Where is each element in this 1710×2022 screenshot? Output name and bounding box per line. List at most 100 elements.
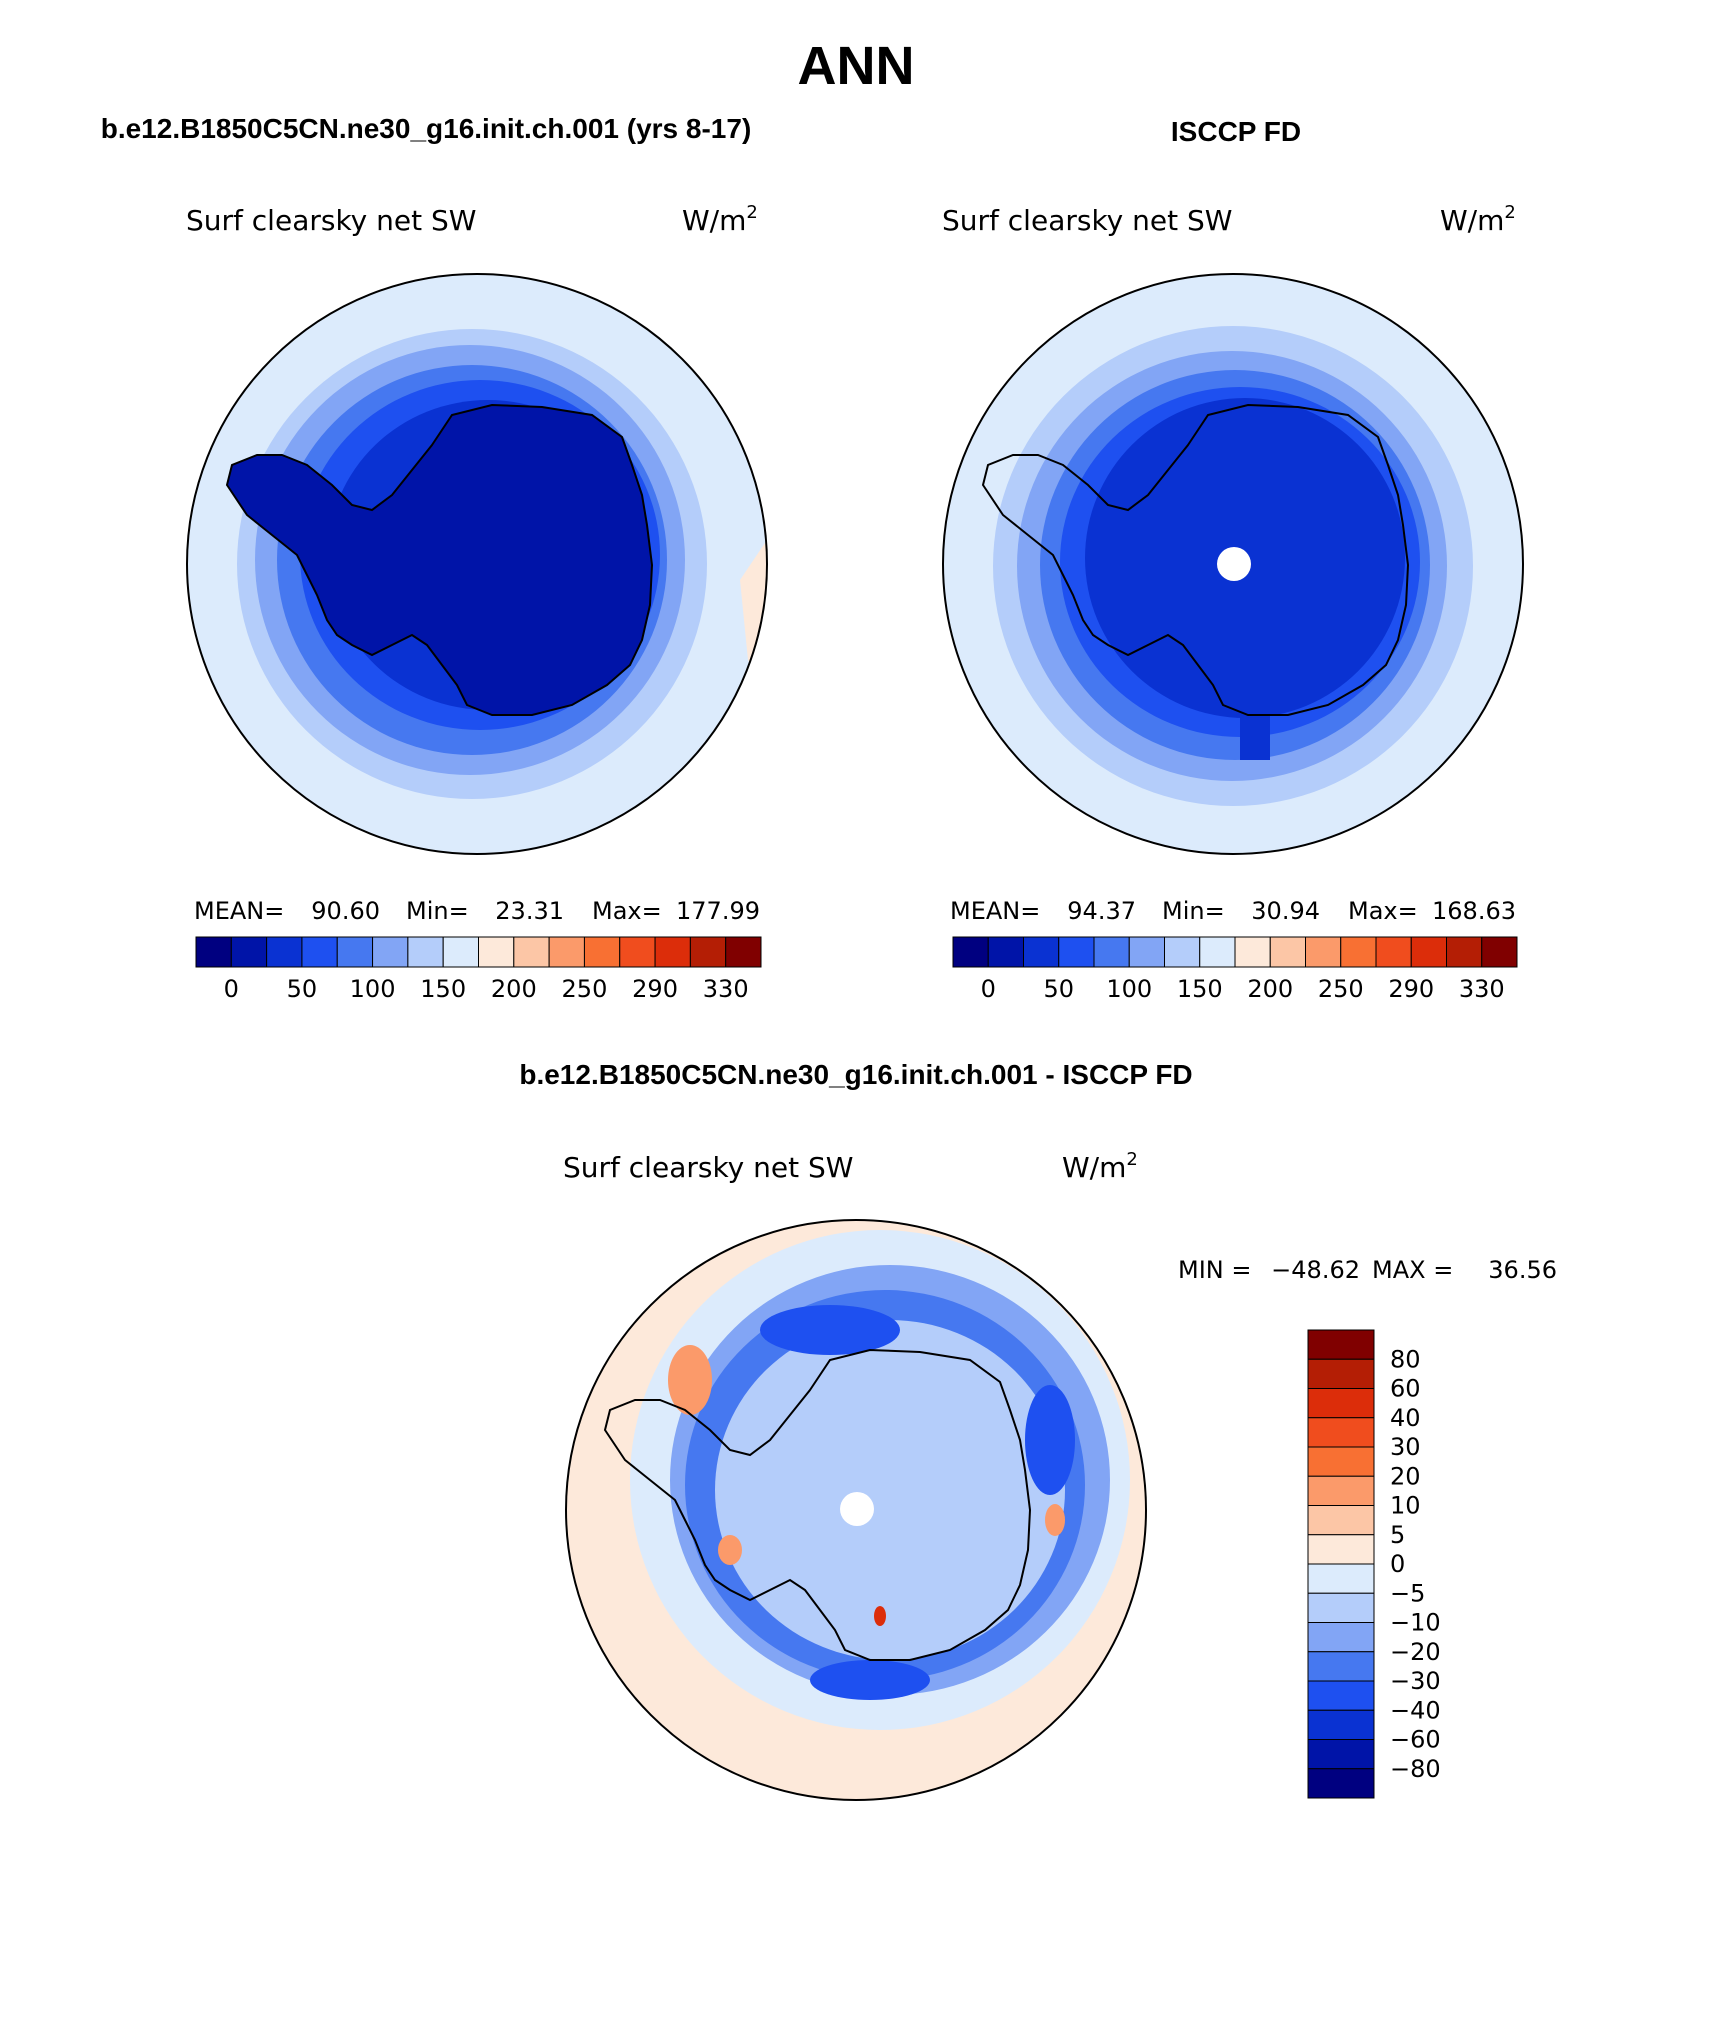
colorbar-swatch bbox=[1093, 936, 1130, 968]
colorbar-swatch bbox=[336, 936, 374, 968]
panel-model-case-title: b.e12.B1850C5CN.ne30_g16.init.ch.001 (yr… bbox=[101, 113, 752, 144]
map-patch-warm-1 bbox=[668, 1345, 712, 1415]
map-pole-hole bbox=[1217, 547, 1251, 581]
colorbar-swatch bbox=[1307, 1592, 1375, 1623]
colorbar-model: 0 50 100 150 200 250 290 330 bbox=[195, 936, 762, 1003]
colorbar-swatch bbox=[1023, 936, 1060, 968]
panel-obs-variable: Surf clearsky net SW bbox=[942, 204, 1232, 237]
colorbar-tick-label: 10 bbox=[1390, 1492, 1421, 1520]
colorbar-swatch bbox=[1307, 1651, 1375, 1682]
panel-model-map bbox=[187, 274, 767, 854]
colorbar-swatch bbox=[1307, 1358, 1375, 1389]
colorbar-tick-label: 100 bbox=[350, 975, 396, 1003]
stat-max-value: 168.63 bbox=[1432, 897, 1516, 925]
colorbar-swatch bbox=[442, 936, 479, 968]
colorbar-swatch bbox=[478, 936, 515, 968]
colorbar-swatch bbox=[1307, 1563, 1375, 1594]
stat-mean-value: 90.60 bbox=[311, 897, 380, 925]
colorbar-swatch bbox=[1375, 936, 1412, 968]
colorbar-swatch bbox=[1058, 936, 1095, 968]
colorbar-tick-label: −60 bbox=[1390, 1726, 1441, 1754]
colorbar-swatch bbox=[1307, 1534, 1375, 1565]
map-patch-red-1 bbox=[874, 1606, 886, 1626]
colorbar-swatch bbox=[1481, 936, 1518, 968]
panel-model-variable: Surf clearsky net SW bbox=[186, 204, 476, 237]
colorbar-tick-label: 50 bbox=[1043, 975, 1074, 1003]
colorbar-swatch bbox=[266, 936, 303, 968]
colorbar-tick-label: 80 bbox=[1390, 1345, 1421, 1373]
colorbar-tick-label: 20 bbox=[1390, 1462, 1421, 1490]
panel-obs-case-title: ISCCP FD bbox=[1171, 116, 1301, 147]
colorbar-tick-label: 290 bbox=[632, 975, 678, 1003]
panel-diff: b.e12.B1850C5CN.ne30_g16.init.ch.001 - I… bbox=[519, 1059, 1557, 1801]
panel-obs-units: W/m2 bbox=[1440, 202, 1516, 237]
colorbar-swatch bbox=[372, 936, 409, 968]
panel-obs-map-border bbox=[942, 273, 1524, 855]
stat-max-value: 177.99 bbox=[676, 897, 760, 925]
stat-max-label: Max= bbox=[1348, 897, 1418, 925]
colorbar-swatch bbox=[689, 936, 727, 968]
colorbar-swatch bbox=[301, 936, 338, 968]
stat-min-value: 30.94 bbox=[1251, 897, 1320, 925]
panel-obs-map bbox=[943, 274, 1523, 854]
colorbar-swatch bbox=[1199, 936, 1236, 968]
colorbar-tick-label: 0 bbox=[224, 975, 239, 1003]
colorbar-swatch bbox=[195, 936, 232, 968]
stat-min-value: 23.31 bbox=[495, 897, 564, 925]
map-patch-deep-2 bbox=[1025, 1385, 1075, 1495]
colorbar-swatch bbox=[1307, 1388, 1375, 1419]
colorbar-swatch bbox=[513, 936, 550, 968]
stat-mean-label: MEAN= bbox=[194, 897, 284, 925]
stat-max-value: 36.56 bbox=[1488, 1256, 1557, 1284]
colorbar-tick-label: 200 bbox=[1247, 975, 1293, 1003]
colorbar-tick-label: 250 bbox=[562, 975, 608, 1003]
panel-model-map-border bbox=[186, 273, 768, 855]
colorbar-tick-label: −5 bbox=[1390, 1579, 1425, 1607]
stat-mean-label: MEAN= bbox=[950, 897, 1040, 925]
colorbar-swatch bbox=[407, 936, 444, 968]
colorbar-tick-label: 200 bbox=[491, 975, 537, 1003]
colorbar-swatch bbox=[1307, 1417, 1375, 1448]
panel-diff-units: W/m2 bbox=[1062, 1149, 1138, 1184]
stat-min-value: −48.62 bbox=[1271, 1256, 1360, 1284]
colorbar-swatch bbox=[1307, 1329, 1375, 1360]
colorbar-tick-label: −20 bbox=[1390, 1638, 1441, 1666]
colorbar-swatch bbox=[1128, 936, 1165, 968]
map-band-light bbox=[715, 1320, 1065, 1660]
colorbar-swatch bbox=[725, 936, 762, 968]
stat-max-label: MAX = bbox=[1372, 1256, 1453, 1284]
colorbar-swatch bbox=[230, 936, 268, 968]
colorbar-swatch bbox=[654, 936, 691, 968]
colorbar-tick-label: 40 bbox=[1390, 1404, 1421, 1432]
colorbar-swatch bbox=[1307, 1475, 1375, 1506]
colorbar-swatch bbox=[1307, 1680, 1375, 1711]
colorbar-swatch bbox=[1307, 1505, 1375, 1536]
colorbar-swatch bbox=[1164, 936, 1201, 968]
colorbar-tick-label: 150 bbox=[1177, 975, 1223, 1003]
colorbar-tick-label: −10 bbox=[1390, 1609, 1441, 1637]
map-patch-deep-1 bbox=[760, 1305, 900, 1355]
colorbar-tick-label: 290 bbox=[1388, 975, 1434, 1003]
colorbar-swatch bbox=[619, 936, 656, 968]
panel-model: b.e12.B1850C5CN.ne30_g16.init.ch.001 (yr… bbox=[101, 113, 768, 1003]
colorbar-tick-label: 60 bbox=[1390, 1375, 1421, 1403]
map-patch-warm-2 bbox=[718, 1535, 742, 1565]
colorbar-tick-label: 50 bbox=[287, 975, 318, 1003]
map-patch-deep-3 bbox=[810, 1660, 930, 1700]
colorbar-swatch bbox=[952, 936, 989, 968]
panel-model-units: W/m2 bbox=[682, 202, 758, 237]
panel-diff-variable: Surf clearsky net SW bbox=[563, 1151, 853, 1184]
stat-min-label: Min= bbox=[406, 897, 469, 925]
stat-max-label: Max= bbox=[592, 897, 662, 925]
panel-diff-stats: MIN = −48.62 MAX = 36.56 bbox=[1178, 1256, 1557, 1284]
colorbar-swatch bbox=[1307, 1622, 1375, 1653]
map-deep-strip bbox=[1240, 650, 1270, 760]
colorbar-tick-label: 330 bbox=[1459, 975, 1505, 1003]
colorbar-tick-label: −30 bbox=[1390, 1667, 1441, 1695]
panel-obs-stats: MEAN= 94.37 Min= 30.94 Max= 168.63 bbox=[950, 897, 1516, 925]
colorbar-tick-label: 0 bbox=[1390, 1550, 1405, 1578]
colorbar-swatch bbox=[1307, 1709, 1375, 1740]
colorbar-swatch bbox=[1269, 936, 1306, 968]
colorbar-swatch bbox=[583, 936, 621, 968]
